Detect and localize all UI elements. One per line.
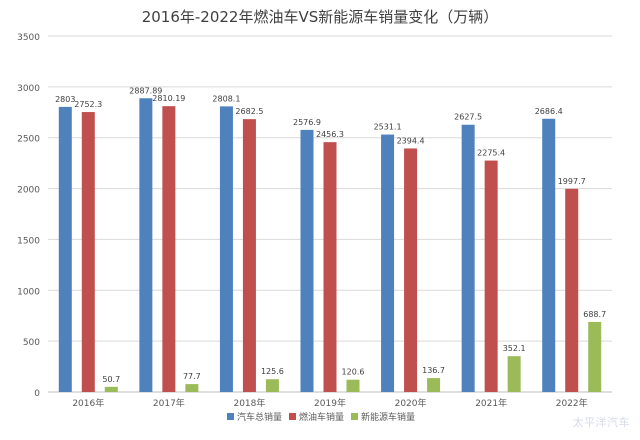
bar bbox=[323, 142, 337, 392]
bar bbox=[139, 98, 153, 393]
data-label: 2810.19 bbox=[152, 94, 185, 103]
bars bbox=[58, 98, 602, 393]
y-tick-label: 0 bbox=[34, 389, 40, 399]
legend-label: 新能源车销量 bbox=[361, 411, 415, 423]
data-label: 2576.9 bbox=[293, 118, 321, 127]
y-tick-label: 2500 bbox=[17, 135, 40, 145]
data-label: 2531.1 bbox=[374, 123, 402, 132]
y-tick-label: 500 bbox=[23, 338, 40, 348]
data-label: 136.7 bbox=[422, 366, 445, 375]
bar bbox=[346, 379, 360, 392]
x-tick-label: 2019年 bbox=[314, 397, 346, 409]
bar bbox=[242, 119, 256, 392]
bar bbox=[219, 106, 233, 393]
data-label: 2627.5 bbox=[454, 113, 482, 122]
data-label: 2275.4 bbox=[477, 149, 505, 158]
y-tick-label: 1000 bbox=[17, 287, 40, 297]
legend-label: 燃油车销量 bbox=[299, 411, 344, 423]
y-axis-ticks: 0 500 1000 1500 2000 2500 3000 3500 bbox=[17, 33, 40, 399]
x-tick-label: 2017年 bbox=[153, 397, 185, 409]
bar bbox=[58, 106, 72, 392]
data-label: 2394.4 bbox=[397, 136, 425, 145]
data-label: 688.7 bbox=[583, 310, 606, 319]
bar bbox=[588, 321, 602, 392]
data-label: 352.1 bbox=[503, 344, 526, 353]
x-tick-label: 2016年 bbox=[72, 397, 104, 409]
bar bbox=[507, 356, 521, 392]
data-label: 2803 bbox=[55, 95, 75, 104]
watermark-logo: 太平洋汽车 bbox=[573, 414, 631, 430]
bar bbox=[300, 129, 314, 392]
bar bbox=[185, 384, 199, 392]
data-label: 2887.89 bbox=[129, 86, 162, 95]
data-label: 77.7 bbox=[183, 372, 201, 381]
bar bbox=[162, 106, 176, 393]
data-label: 50.7 bbox=[102, 375, 120, 384]
x-tick-label: 2020年 bbox=[395, 397, 427, 409]
legend-label: 汽车总销量 bbox=[237, 411, 282, 423]
x-tick-label: 2022年 bbox=[556, 397, 588, 409]
bar bbox=[565, 188, 579, 392]
chart-title: 2016年-2022年燃油车VS新能源车销量变化（万辆） bbox=[142, 8, 499, 26]
bar bbox=[81, 112, 95, 393]
data-label: 2682.5 bbox=[235, 107, 263, 116]
y-tick-label: 3000 bbox=[17, 84, 40, 94]
bar bbox=[265, 379, 279, 392]
data-label: 1997.7 bbox=[558, 177, 586, 186]
legend-swatch bbox=[351, 413, 358, 420]
x-axis-ticks: 2016年 2017年 2018年 2019年 2020年 2021年 2022年 bbox=[72, 397, 587, 409]
bar bbox=[461, 124, 475, 392]
y-tick-label: 3500 bbox=[17, 33, 40, 43]
x-tick-label: 2021年 bbox=[475, 397, 507, 409]
data-label: 2808.1 bbox=[212, 94, 240, 103]
data-label: 120.6 bbox=[342, 368, 365, 377]
data-label: 2752.3 bbox=[74, 100, 102, 109]
data-label: 125.6 bbox=[261, 367, 284, 376]
data-label: 2686.4 bbox=[535, 107, 563, 116]
bar bbox=[404, 148, 418, 392]
x-tick-label: 2018年 bbox=[233, 397, 265, 409]
bar bbox=[427, 378, 441, 392]
bar bbox=[381, 134, 395, 392]
bar bbox=[104, 386, 118, 392]
legend-swatch bbox=[289, 413, 296, 420]
watermark-text: 太平洋汽车 bbox=[572, 416, 630, 429]
y-tick-label: 1500 bbox=[17, 236, 40, 246]
legend: 汽车总销量 燃油车销量 新能源车销量 bbox=[227, 411, 415, 423]
y-tick-label: 2000 bbox=[17, 186, 40, 196]
legend-swatch bbox=[227, 413, 234, 420]
bar bbox=[542, 118, 556, 392]
data-label: 2456.3 bbox=[316, 130, 344, 139]
bar bbox=[484, 160, 498, 392]
